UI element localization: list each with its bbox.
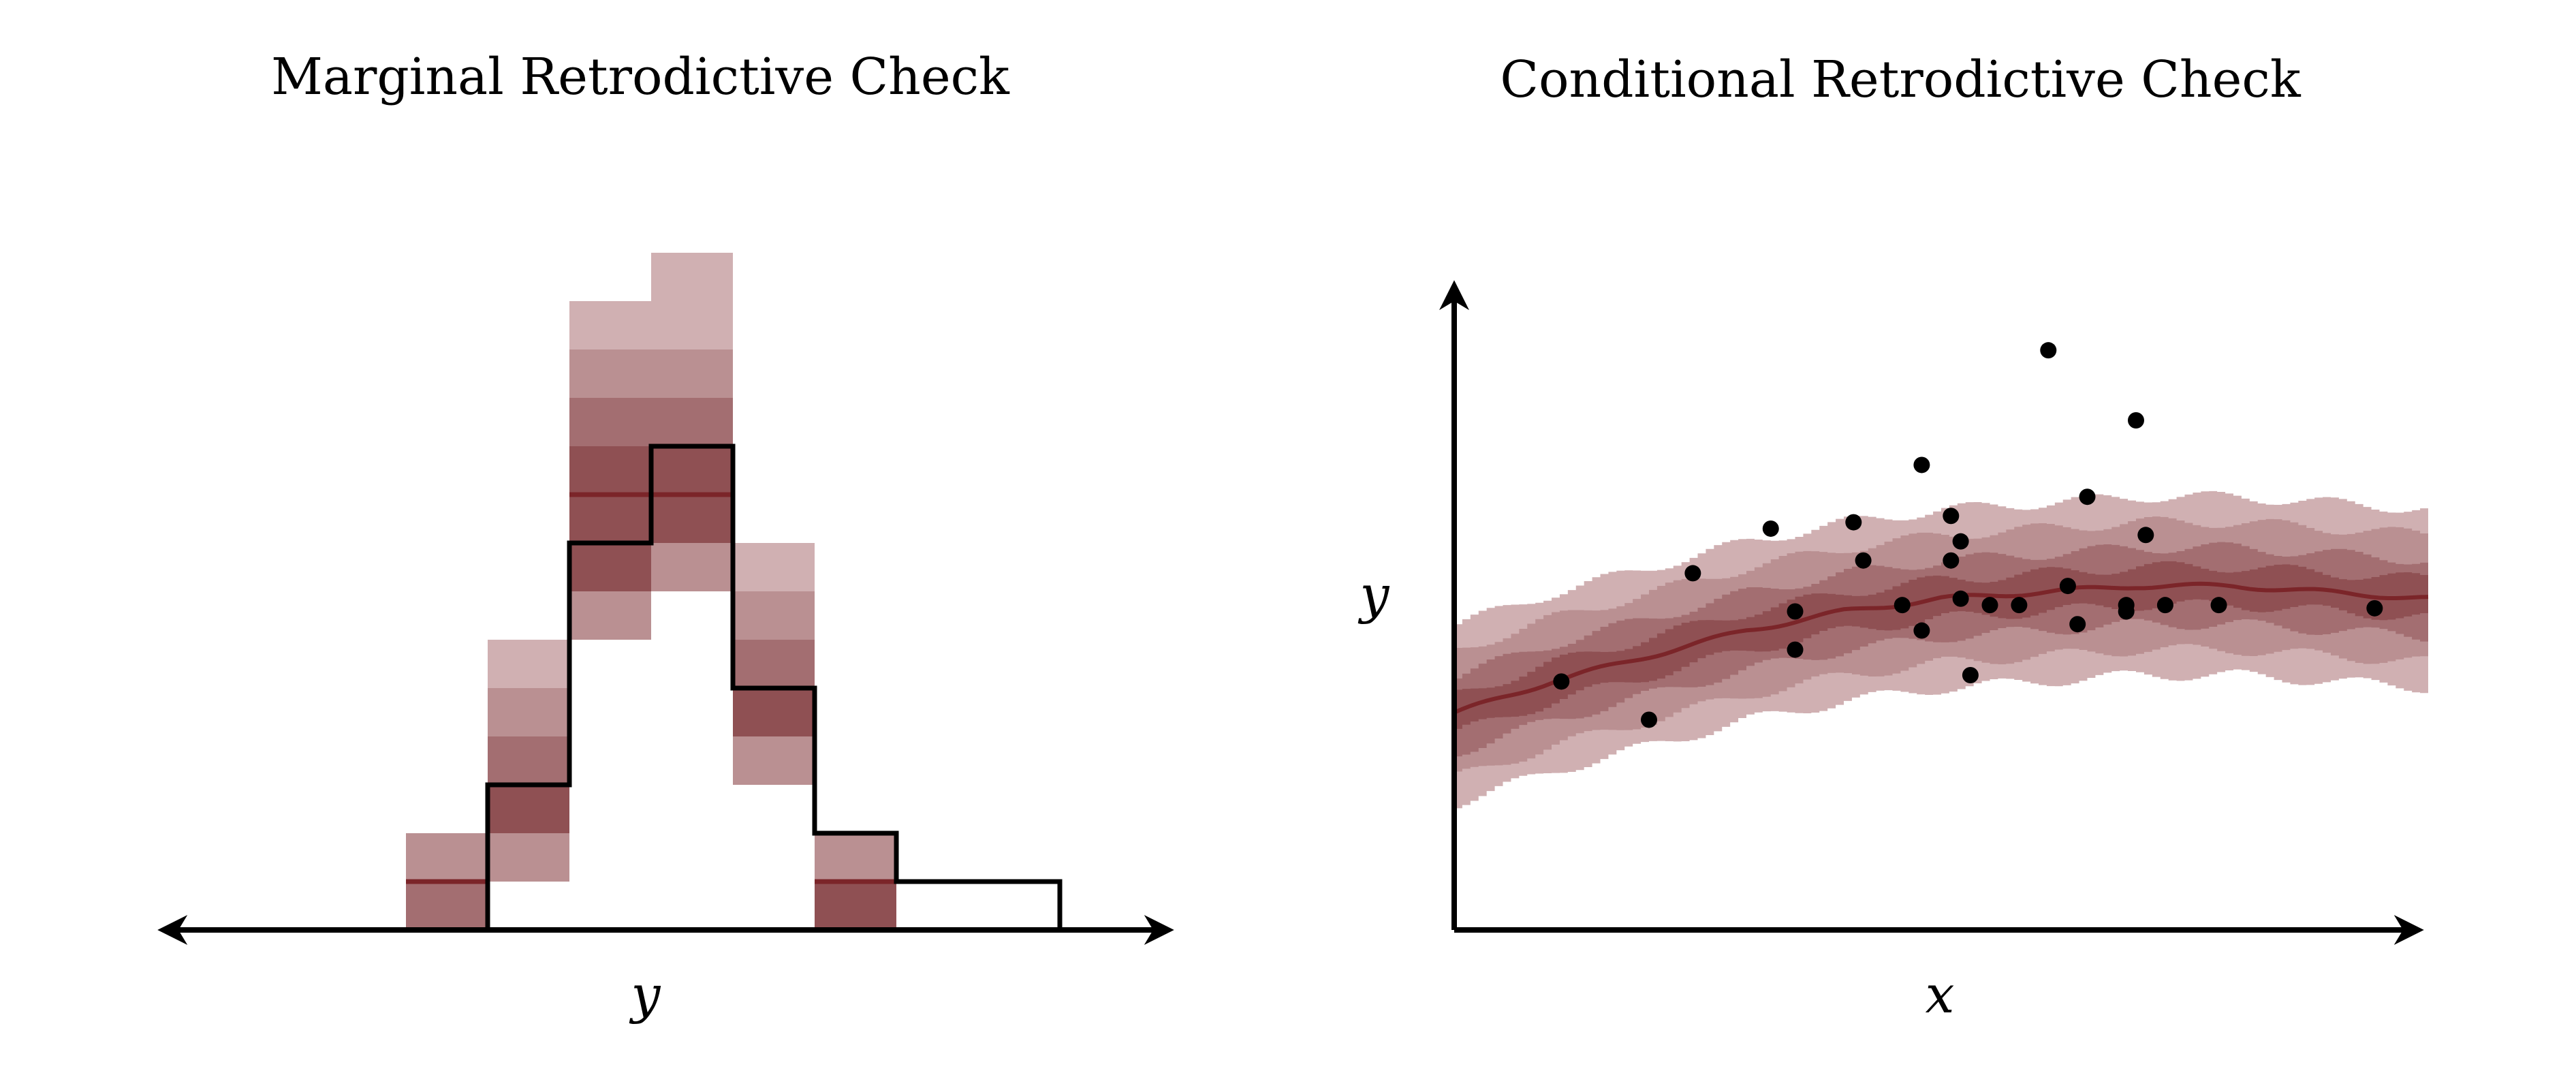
observed-point-12 — [1943, 552, 1960, 569]
observed-point-24 — [2128, 412, 2144, 429]
observed-point-7 — [1855, 552, 1872, 569]
observed-point-19 — [2059, 578, 2076, 595]
observed-point-18 — [2040, 342, 2057, 359]
observed-point-9 — [1913, 456, 1930, 473]
observed-point-20 — [2069, 616, 2086, 633]
predictive-quantile-band-bin-4-level-3 — [733, 688, 815, 736]
observed-point-0 — [1553, 673, 1570, 690]
right-x-axis-label: x — [1925, 964, 1955, 1025]
observed-point-3 — [1762, 520, 1779, 537]
observed-point-28 — [2366, 600, 2383, 617]
observed-point-11 — [1943, 508, 1960, 525]
conditional-ribbon-band-3 — [1454, 561, 2428, 729]
observed-point-8 — [1894, 597, 1911, 614]
observed-point-14 — [1952, 590, 1969, 607]
observed-point-17 — [2011, 597, 2028, 614]
predictive-quantile-band-bin-2-level-3 — [569, 446, 651, 591]
observed-point-5 — [1787, 641, 1804, 658]
observed-point-23 — [2118, 597, 2135, 614]
observed-point-1 — [1641, 711, 1657, 728]
observed-point-2 — [1684, 565, 1701, 582]
predictive-quantile-band-bin-0-level-2 — [406, 882, 488, 930]
observed-point-27 — [2210, 597, 2227, 614]
right-y-axis-label: y — [1360, 564, 1389, 625]
right-chart-title: Conditional Retrodictive Check — [1500, 50, 2301, 109]
left-chart-title: Marginal Retrodictive Check — [271, 48, 1009, 106]
observed-point-16 — [1981, 597, 1998, 614]
predictive-quantile-band-bin-5-level-3 — [815, 882, 896, 930]
observed-point-10 — [1913, 622, 1930, 639]
observed-point-15 — [1962, 667, 1979, 683]
predictive-quantile-band-bin-1-level-3 — [488, 785, 569, 833]
observed-point-13 — [1952, 533, 1969, 550]
left-x-axis-label: y — [631, 964, 661, 1025]
observed-point-26 — [2156, 597, 2173, 614]
observed-histogram — [406, 444, 1063, 933]
observed-point-4 — [1787, 603, 1804, 620]
observed-point-6 — [1845, 514, 1862, 531]
observed-point-25 — [2137, 527, 2154, 544]
conditional-ribbon-median — [1453, 581, 2429, 715]
observed-point-21 — [2079, 488, 2096, 506]
